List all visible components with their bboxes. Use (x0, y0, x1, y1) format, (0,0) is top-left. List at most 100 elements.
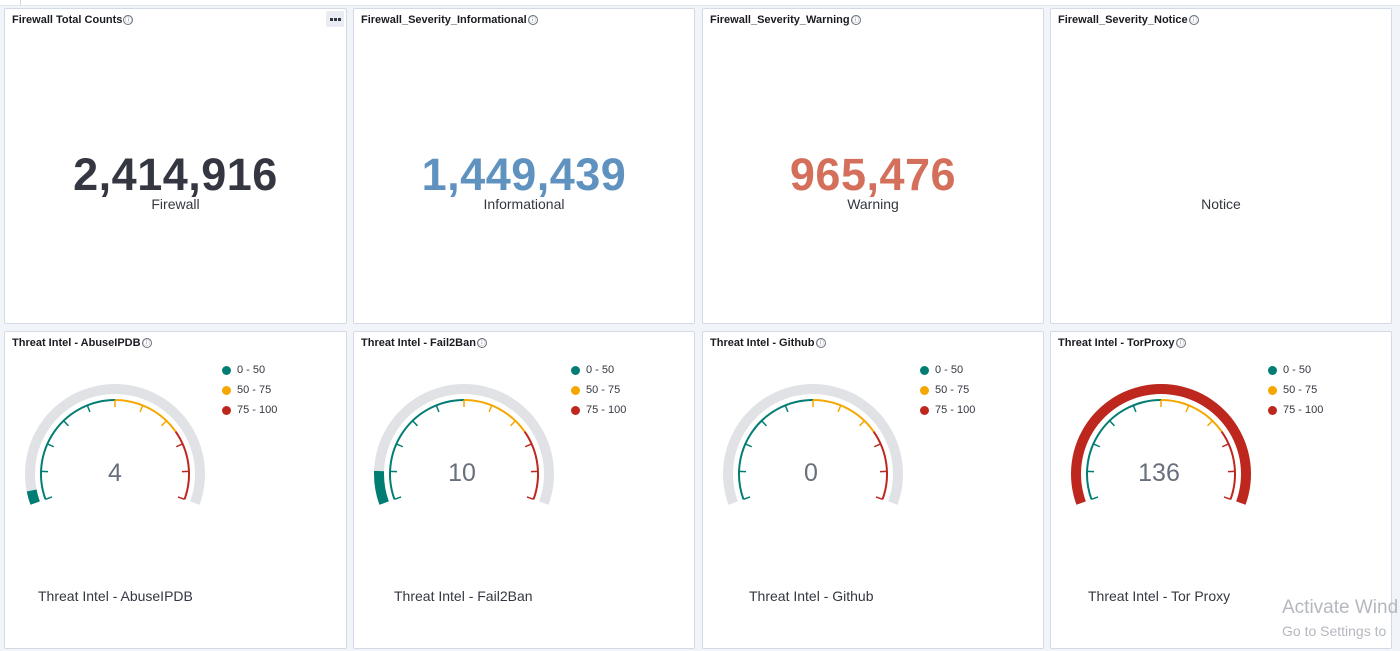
gauge-label: Threat Intel - Github (749, 588, 874, 604)
gauge-range-arc (40, 399, 116, 500)
legend-item-high[interactable]: 75 - 100 (1268, 400, 1323, 420)
gauge-legend: 0 - 50 50 - 75 75 - 100 (222, 360, 277, 420)
legend-item-high[interactable]: 75 - 100 (222, 400, 277, 420)
gauge-tick (1185, 405, 1190, 413)
panel-title: Firewall_Severity_Warning ⓘ (710, 14, 861, 26)
legend-item-low[interactable]: 0 - 50 (222, 360, 277, 380)
gauge-tick (1091, 496, 1099, 501)
gauge-chart (1071, 384, 1251, 505)
info-icon[interactable]: ⓘ (850, 15, 861, 25)
metric-value: 965,476 (789, 149, 957, 200)
info-icon[interactable]: ⓘ (815, 338, 826, 348)
gauge-tick (524, 443, 532, 448)
gauge-value: 136 (1138, 459, 1180, 487)
gauge-fill (374, 470, 389, 505)
gauge-label: Threat Intel - AbuseIPDB (38, 588, 193, 604)
panel-firewall-total-counts: Firewall Total Counts ⓘ 2,414,916 Firewal… (4, 8, 347, 324)
gauge-range-arc (1160, 399, 1223, 433)
info-icon[interactable]: ⓘ (1188, 15, 1199, 25)
gauge-tick (526, 496, 534, 501)
panel-title: Threat Intel - TorProxy ⓘ (1058, 337, 1186, 349)
legend-item-mid[interactable]: 50 - 75 (1268, 380, 1323, 400)
gauge-tick (161, 420, 167, 427)
gauge-tick (837, 405, 842, 413)
gauge-tick (510, 420, 516, 427)
info-icon[interactable]: ⓘ (527, 15, 538, 25)
gauge-value: 0 (804, 459, 818, 487)
panel-title: Threat Intel - AbuseIPDB ⓘ (12, 337, 152, 349)
panel-severity-informational: Firewall_Severity_Informational ⓘ 1,449,4… (353, 8, 695, 324)
gauge-tick (761, 420, 767, 427)
gauge-range-arc (174, 430, 190, 500)
info-icon[interactable]: ⓘ (476, 338, 487, 348)
metric-label: Firewall (151, 196, 200, 212)
legend-item-mid[interactable]: 50 - 75 (571, 380, 626, 400)
panel-threat-intel-fail2ban: Threat Intel - Fail2Ban ⓘ 0 - 50 50 - 75 … (353, 331, 695, 649)
legend-item-high[interactable]: 75 - 100 (920, 400, 975, 420)
panel-threat-intel-abuseipdb: Threat Intel - AbuseIPDB ⓘ 0 - 50 50 - 75… (4, 331, 347, 649)
gauge-range-arc (463, 399, 526, 433)
gauge-tick (175, 443, 183, 448)
info-icon[interactable]: ⓘ (1175, 338, 1186, 348)
panel-title: Firewall Total Counts ⓘ (12, 14, 134, 26)
panel-threat-intel-github: Threat Intel - Github ⓘ 0 - 50 50 - 75 75… (702, 331, 1044, 649)
gauge-tick (1132, 405, 1137, 413)
panel-title: Firewall_Severity_Notice ⓘ (1058, 14, 1199, 26)
gauge-tick (394, 496, 402, 501)
gauge-value: 10 (448, 459, 476, 487)
gauge-tick (1093, 443, 1101, 448)
windows-activation-watermark: Activate Wind Go to Settings to (1282, 597, 1399, 639)
panel-title: Threat Intel - Fail2Ban ⓘ (361, 337, 487, 349)
top-toolbar (0, 0, 1400, 6)
gauge-label: Threat Intel - Tor Proxy (1088, 588, 1231, 604)
panel-options-button[interactable] (326, 11, 344, 27)
gauge-range-arc (523, 430, 539, 500)
gauge-range-arc (114, 399, 177, 433)
gauge-tick (47, 443, 55, 448)
gauge-label: Threat Intel - Fail2Ban (394, 588, 533, 604)
panel-severity-notice: Firewall_Severity_Notice ⓘ Notice (1050, 8, 1392, 324)
info-icon[interactable]: ⓘ (123, 15, 134, 25)
gauge-range-arc (738, 399, 814, 500)
panel-title: Threat Intel - Github ⓘ (710, 337, 826, 349)
metric-value: 2,414,916 (73, 149, 278, 200)
ellipsis-icon (329, 17, 333, 21)
gauge-fill (26, 489, 40, 505)
legend-item-high[interactable]: 75 - 100 (571, 400, 626, 420)
gauge-range-arc (872, 430, 888, 500)
gauge-tick (875, 496, 883, 501)
gauge-range-arc (389, 399, 465, 500)
info-icon[interactable]: ⓘ (141, 338, 152, 348)
gauge-value: 4 (108, 459, 122, 487)
gauge-tick (177, 496, 185, 501)
metric-label: Informational (483, 196, 565, 212)
legend-item-low[interactable]: 0 - 50 (571, 360, 626, 380)
gauge-tick (859, 420, 865, 427)
legend-item-low[interactable]: 0 - 50 (920, 360, 975, 380)
gauge-tick (86, 405, 91, 413)
gauge-tick (1223, 496, 1231, 501)
gauge-tick (1221, 443, 1229, 448)
gauge-chart (723, 384, 903, 505)
panel-threat-intel-torproxy: Threat Intel - TorProxy ⓘ 0 - 50 50 - 75 … (1050, 331, 1392, 649)
legend-item-low[interactable]: 0 - 50 (1268, 360, 1323, 380)
gauge-tick (435, 405, 440, 413)
gauge-tick (45, 496, 53, 501)
panel-severity-warning: Firewall_Severity_Warning ⓘ 965,476 Warni… (702, 8, 1044, 324)
gauge-tick (743, 496, 751, 501)
gauge-legend: 0 - 50 50 - 75 75 - 100 (571, 360, 626, 420)
gauge-tick (396, 443, 404, 448)
metric-label: Notice (1201, 196, 1241, 212)
gauge-tick (873, 443, 881, 448)
legend-item-mid[interactable]: 50 - 75 (920, 380, 975, 400)
legend-item-mid[interactable]: 50 - 75 (222, 380, 277, 400)
panel-title: Firewall_Severity_Informational ⓘ (361, 14, 538, 26)
gauge-tick (488, 405, 493, 413)
gauge-tick (1207, 420, 1213, 427)
gauge-tick (745, 443, 753, 448)
gauge-tick (139, 405, 144, 413)
gauge-tick (412, 420, 418, 427)
metric-label: Warning (847, 196, 899, 212)
gauge-tick (784, 405, 789, 413)
gauge-tick (1109, 420, 1115, 427)
